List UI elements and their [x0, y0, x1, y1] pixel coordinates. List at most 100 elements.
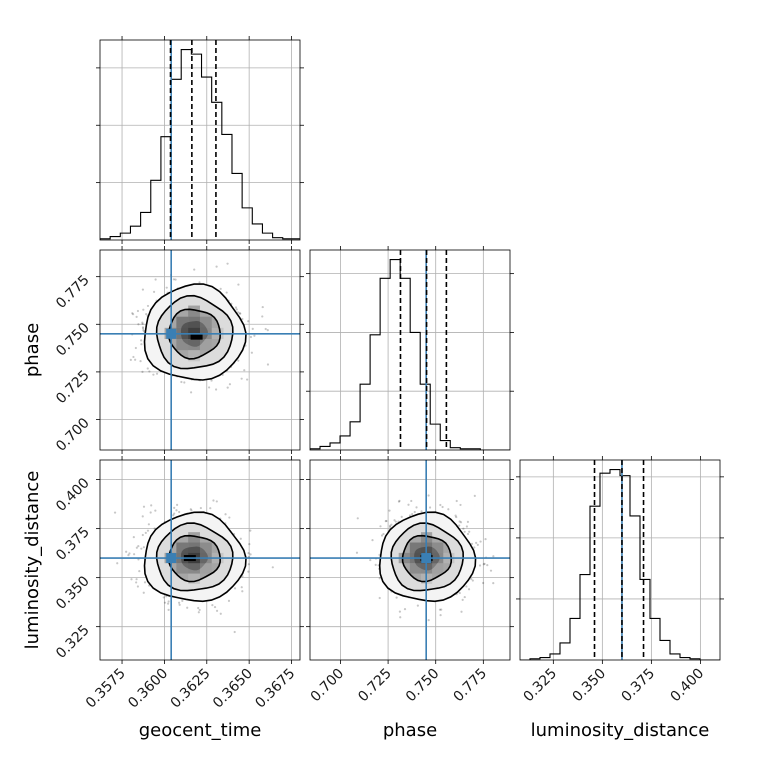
x-axis-label-luminosity-distance: luminosity_distance: [531, 720, 710, 741]
histogram-luminosity-distance: [516, 456, 724, 664]
density-cell: [176, 339, 189, 351]
scatter-frame: [99, 249, 301, 451]
sample-point: [167, 608, 170, 611]
sample-point: [141, 322, 144, 325]
sample-point: [247, 570, 250, 573]
sample-point: [165, 286, 168, 289]
sample-point: [236, 311, 240, 314]
sample-point: [438, 608, 442, 611]
sample-point: [143, 581, 147, 584]
density-cell: [188, 542, 200, 553]
sample-point: [249, 335, 253, 339]
sample-point: [247, 320, 250, 323]
sample-point: [135, 546, 138, 549]
sample-point: [248, 543, 251, 546]
sample-point: [384, 520, 387, 523]
sample-point: [141, 370, 144, 373]
density-cell: [188, 316, 200, 328]
sample-point: [197, 611, 200, 614]
sample-point: [147, 523, 150, 526]
sample-point: [154, 278, 157, 281]
sample-point: [150, 504, 153, 507]
sample-point: [138, 570, 141, 573]
sample-point: [137, 545, 140, 548]
sample-point: [413, 510, 416, 514]
sample-point: [247, 551, 250, 555]
sample-point: [142, 591, 145, 594]
sample-point: [152, 290, 156, 293]
sample-point: [400, 515, 403, 518]
sample-point: [149, 511, 152, 514]
sample-point: [238, 312, 241, 315]
sample-point: [174, 278, 177, 281]
sample-point: [439, 614, 442, 617]
sample-point: [193, 268, 196, 271]
y-axis-label-luminosity-distance: luminosity_distance: [22, 471, 43, 650]
sample-point: [146, 304, 150, 308]
sample-point: [415, 506, 418, 509]
sample-point: [213, 605, 217, 609]
sample-point: [148, 370, 151, 373]
sample-point: [475, 541, 478, 545]
sample-point: [461, 598, 464, 601]
sample-point: [441, 505, 444, 509]
sample-point: [228, 516, 231, 519]
density-cell: [188, 339, 200, 351]
sample-point: [233, 630, 236, 634]
sample-point: [173, 506, 176, 509]
sample-point: [482, 581, 485, 585]
sample-point: [266, 363, 270, 366]
sample-point: [374, 563, 377, 566]
sample-point: [484, 538, 487, 541]
sample-point: [246, 378, 249, 381]
sample-point: [113, 511, 117, 514]
sample-point: [385, 519, 388, 523]
sample-point: [212, 499, 215, 502]
density-cell: [188, 532, 200, 543]
sample-point: [135, 581, 138, 584]
sample-point: [198, 281, 201, 284]
sample-point: [478, 564, 482, 567]
sample-point: [261, 305, 264, 309]
sample-point: [128, 552, 131, 555]
sample-point: [410, 499, 413, 503]
sample-point: [241, 590, 244, 593]
sample-point: [470, 542, 474, 545]
sample-point: [473, 494, 476, 497]
sample-point: [211, 604, 214, 607]
density-cell: [188, 563, 200, 574]
sample-point: [473, 546, 476, 549]
sample-point: [226, 386, 229, 389]
sample-point: [482, 563, 485, 566]
sample-point: [253, 334, 256, 337]
sample-point: [180, 380, 183, 384]
sample-point: [479, 540, 482, 543]
scatter-geocent-time-vs-phase: [96, 246, 304, 454]
sample-point: [408, 514, 412, 517]
sample-point: [455, 499, 458, 503]
sample-point: [132, 536, 135, 539]
sample-point: [215, 265, 218, 268]
sample-point: [476, 543, 479, 546]
density-cell: [199, 339, 212, 351]
density-cell: [409, 542, 421, 553]
sample-point: [142, 327, 145, 330]
histogram-step-line: [520, 468, 720, 660]
sample-point: [382, 532, 385, 536]
sample-point: [140, 343, 143, 346]
sample-point: [463, 530, 466, 533]
sample-point: [176, 503, 179, 507]
scatter-geocent-time-vs-luminosity-distance: [96, 456, 304, 664]
sample-point: [224, 513, 227, 516]
density-cell: [176, 316, 189, 328]
sample-point: [172, 278, 175, 281]
sample-point: [249, 553, 252, 556]
sample-point: [462, 527, 465, 530]
sample-point: [489, 569, 493, 572]
sample-point: [458, 524, 461, 527]
histogram-step-line: [100, 48, 300, 240]
sample-point: [209, 507, 212, 510]
sample-point: [178, 603, 181, 606]
sample-point: [389, 526, 392, 529]
sample-point: [233, 587, 237, 590]
